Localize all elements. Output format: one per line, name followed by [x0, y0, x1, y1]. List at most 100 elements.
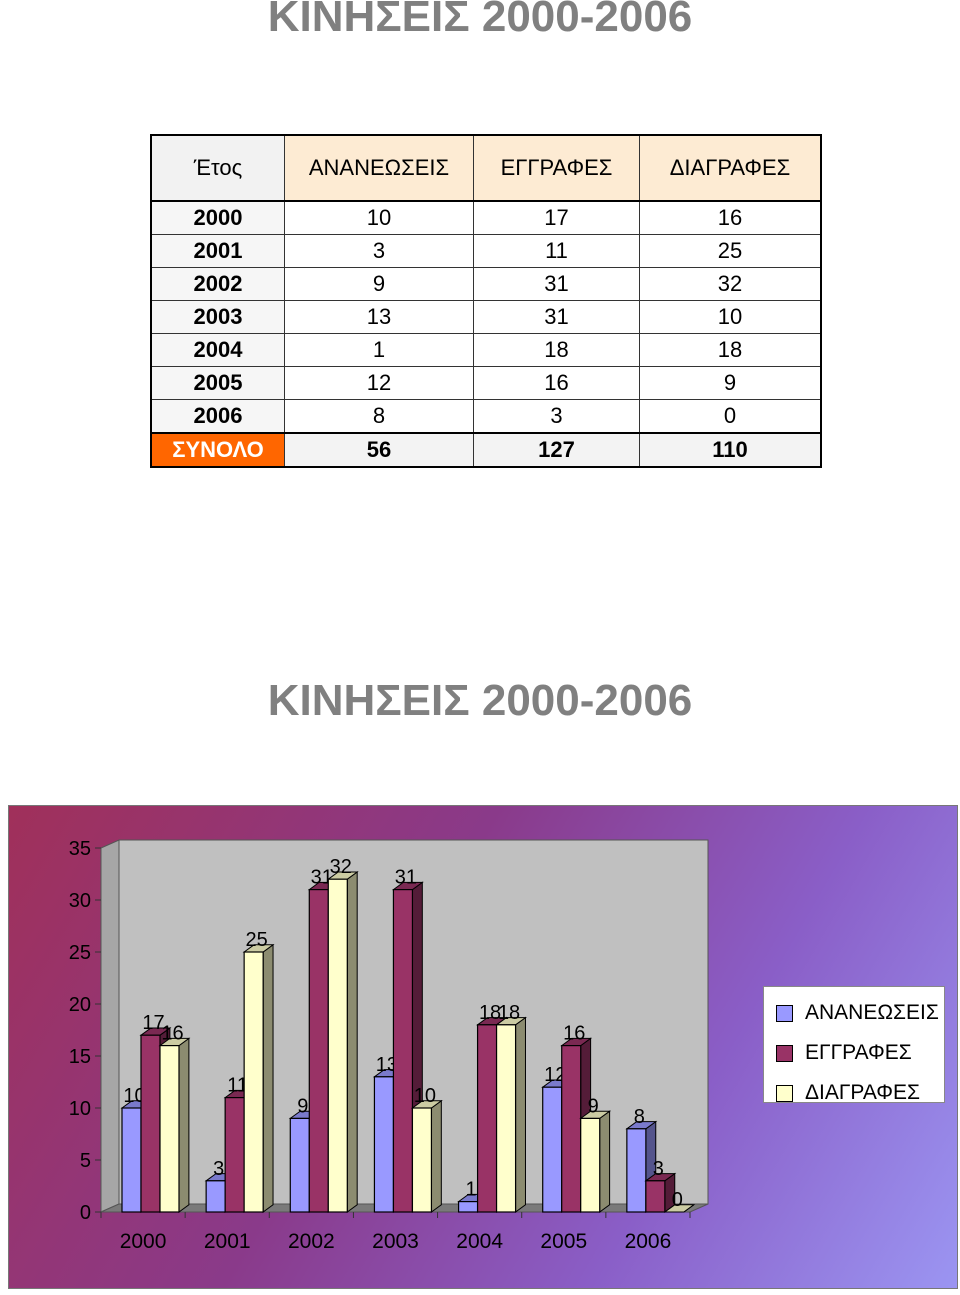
legend-item-registrations: ΕΓΓΡΑΦΕΣ: [776, 1033, 944, 1073]
bar-registrations: [392, 888, 414, 1213]
bar-side-deletions: [346, 871, 358, 1213]
x-tick-label: 2000: [120, 1230, 167, 1253]
x-tick-label: 2002: [288, 1230, 335, 1253]
data-table: Έτος ΑΝΑΝΕΩΣΕΙΣ ΕΓΓΡΑΦΕΣ ΔΙΑΓΡΑΦΕΣ 2000 1…: [150, 134, 822, 468]
bar-side-deletions: [515, 1016, 526, 1213]
cell-registrations: 18: [473, 333, 640, 367]
header-renewals: ΑΝΑΝΕΩΣΕΙΣ: [284, 134, 474, 202]
data-label-renewals: 1: [466, 1179, 477, 1201]
data-label-deletions: 9: [588, 1095, 599, 1117]
data-label-renewals: 8: [634, 1106, 645, 1128]
cell-renewals: 3: [284, 234, 474, 268]
table-row: 2006 8 3 0: [150, 399, 822, 434]
x-tick-label: 2003: [372, 1230, 419, 1253]
data-label-renewals: 13: [376, 1054, 398, 1076]
bar-renewals: [289, 1117, 310, 1213]
data-label-registrations: 31: [395, 867, 417, 889]
cell-registrations: 16: [473, 366, 640, 400]
legend-swatch-renewals: [776, 1004, 793, 1022]
cell-renewals: 8: [284, 399, 474, 434]
total-label: ΣΥΝΟΛΟ: [150, 432, 285, 468]
y-tick-label: 10: [69, 1098, 91, 1120]
header-deletions: ΔΙΑΓΡΑΦΕΣ: [639, 134, 822, 202]
bar-deletions: [243, 951, 264, 1213]
cell-deletions: 10: [639, 300, 822, 334]
legend-label-registrations: ΕΓΓΡΑΦΕΣ: [805, 1041, 912, 1064]
chart-title: ΚΙΝΗΣΕΙΣ 2000-2006: [267, 676, 693, 725]
table-total-row: ΣΥΝΟΛΟ 56 127 110: [150, 432, 822, 468]
cell-year: 2004: [150, 333, 285, 367]
cell-year: 2002: [150, 267, 285, 301]
bar-deletions: [411, 1107, 433, 1213]
cell-renewals: 9: [284, 267, 474, 301]
bar-registrations: [476, 1024, 498, 1213]
bar-side-deletions: [178, 1037, 190, 1213]
bar-renewals: [626, 1128, 647, 1213]
data-label-registrations: 16: [563, 1023, 585, 1045]
cell-deletions: 16: [639, 200, 822, 235]
header-registrations: ΕΓΓΡΑΦΕΣ: [473, 134, 640, 202]
bar-registrations: [645, 1180, 666, 1213]
legend-swatch-registrations: [776, 1044, 793, 1062]
bar-deletions: [495, 1024, 517, 1213]
page-title: ΚΙΝΗΣΕΙΣ 2000-2006: [267, 0, 693, 41]
bar-renewals: [542, 1086, 563, 1213]
total-deletions: 110: [639, 432, 822, 468]
legend-item-renewals: ΑΝΑΝΕΩΣΕΙΣ: [776, 993, 944, 1033]
chart-legend: ΑΝΑΝΕΩΣΕΙΣ ΕΓΓΡΑΦΕΣ ΔΙΑΓΡΑΦΕΣ: [763, 986, 945, 1104]
y-tick-label: 30: [69, 890, 91, 912]
bar-renewals: [373, 1076, 395, 1213]
cell-deletions: 32: [639, 267, 822, 301]
bar-registrations: [140, 1034, 161, 1213]
table-row: 2004 1 18 18: [150, 333, 822, 367]
bar-renewals: [205, 1180, 226, 1213]
cell-year: 2005: [150, 366, 285, 400]
cell-deletions: 0: [639, 399, 822, 434]
bar-top-deletions: [663, 1204, 696, 1213]
table-row: 2000 10 17 16: [150, 200, 822, 235]
chart-side-wall: [100, 839, 120, 1213]
bar-registrations: [561, 1044, 582, 1213]
data-label-renewals: 3: [213, 1158, 224, 1180]
table-row: 2003 13 31 10: [150, 300, 822, 334]
bar-renewals: [121, 1107, 142, 1213]
bar-deletions: [159, 1044, 180, 1213]
data-label-renewals: 9: [297, 1095, 308, 1117]
y-tick-label: 20: [69, 994, 91, 1016]
bar-side-deletions: [430, 1099, 442, 1213]
cell-deletions: 9: [639, 366, 822, 400]
data-label-deletions: 10: [414, 1085, 436, 1107]
cell-registrations: 31: [473, 267, 640, 301]
legend-label-renewals: ΑΝΑΝΕΩΣΕΙΣ: [805, 1001, 939, 1024]
bar-side-deletions: [262, 943, 274, 1213]
data-label-deletions: 32: [330, 856, 352, 878]
bar-side-deletions: [599, 1110, 611, 1213]
data-label-deletions: 16: [161, 1023, 183, 1045]
bar-renewals: [457, 1200, 479, 1213]
bar-deletions: [327, 878, 348, 1213]
x-tick-label: 2005: [540, 1230, 587, 1253]
cell-year: 2001: [150, 234, 285, 268]
y-tick-label: 25: [69, 942, 91, 964]
bar-registrations: [308, 888, 329, 1213]
cell-year: 2006: [150, 399, 285, 434]
data-label-deletions: 25: [246, 929, 268, 951]
data-label-registrations: 11: [227, 1075, 248, 1097]
legend-item-deletions: ΔΙΑΓΡΑΦΕΣ: [776, 1073, 944, 1113]
data-label-deletions: 0: [672, 1189, 683, 1211]
x-tick-label: 2001: [204, 1230, 251, 1253]
cell-registrations: 11: [473, 234, 640, 268]
x-tick-label: 2004: [456, 1230, 503, 1253]
cell-renewals: 10: [284, 200, 474, 235]
y-tick-label: 35: [69, 838, 91, 860]
data-label-registrations: 18: [479, 1002, 501, 1024]
legend-swatch-deletions: [776, 1084, 793, 1102]
data-label-deletions: 18: [498, 1002, 520, 1024]
data-label-registrations: 3: [653, 1158, 664, 1180]
table-row: 2002 9 31 32: [150, 267, 822, 301]
cell-renewals: 1: [284, 333, 474, 367]
data-label-renewals: 12: [544, 1064, 566, 1086]
table-header-row: Έτος ΑΝΑΝΕΩΣΕΙΣ ΕΓΓΡΑΦΕΣ ΔΙΑΓΡΑΦΕΣ: [150, 134, 822, 202]
total-renewals: 56: [284, 432, 474, 468]
